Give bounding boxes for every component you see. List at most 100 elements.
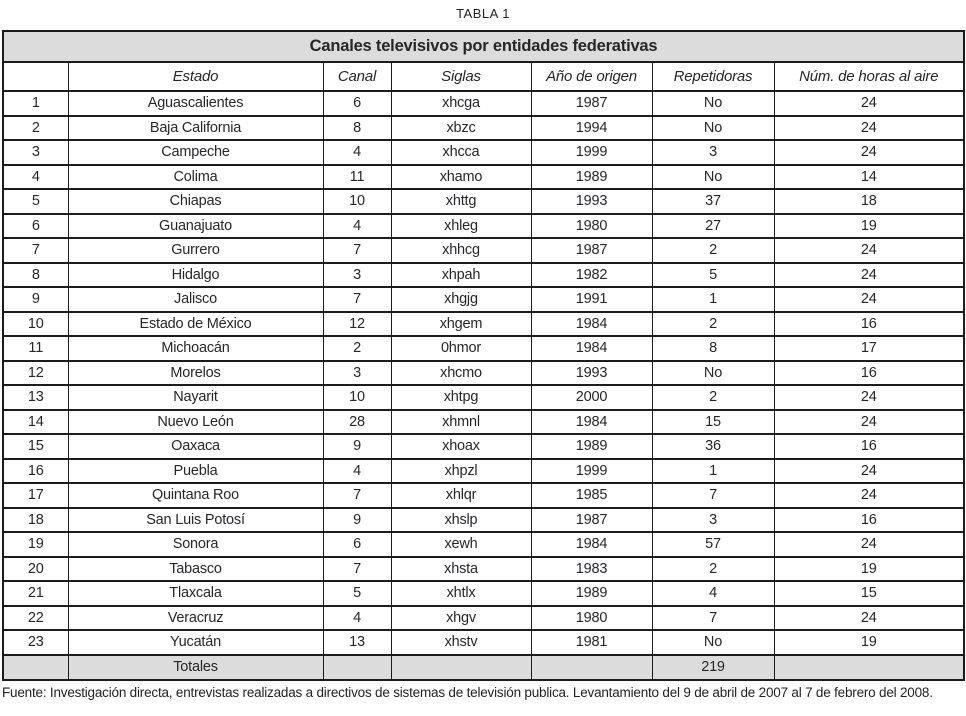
table-cell: xhoax xyxy=(390,433,532,460)
table-cell: 2000 xyxy=(530,384,653,411)
table-cell: xhgem xyxy=(390,310,532,337)
table-cell: 10 xyxy=(2,310,69,337)
table-cell: Nayarit xyxy=(67,384,324,411)
table-cell: Sonora xyxy=(67,531,324,558)
table-cell: 3 xyxy=(651,506,775,533)
table-row: 22 Veracruz 4 xhgv 1980 7 24 xyxy=(2,604,965,631)
table-cell: 1980 xyxy=(530,212,653,239)
table-cell: xhtlx xyxy=(390,580,532,607)
table-row: 18 San Luis Potosí 9 xhslp 1987 3 16 xyxy=(2,506,965,533)
table-cell: xewh xyxy=(390,531,532,558)
table-cell: 16 xyxy=(773,359,965,386)
table-cell xyxy=(322,653,392,681)
table-cell: 36 xyxy=(651,433,775,460)
table-cell: Hidalgo xyxy=(67,261,324,288)
table-cell: 3 xyxy=(651,139,775,166)
table-cell: 9 xyxy=(322,506,392,533)
table-cell: 23 xyxy=(2,629,69,656)
table-cell: 1984 xyxy=(530,310,653,337)
table-cell: 5 xyxy=(2,188,69,215)
table-row: 2 Baja California 8 xbzc 1994 No 24 xyxy=(2,114,965,141)
column-header-anio: Año de origen xyxy=(530,61,653,92)
table-cell: xhmnl xyxy=(390,408,532,435)
table-cell: 15 xyxy=(651,408,775,435)
table-cell: 7 xyxy=(322,482,392,509)
table-cell: 15 xyxy=(773,580,965,607)
table-cell: Campeche xyxy=(67,139,324,166)
table-cell: 1987 xyxy=(530,506,653,533)
table-cell: Veracruz xyxy=(67,604,324,631)
table-cell: 19 xyxy=(773,555,965,582)
table-cell: 1987 xyxy=(530,90,653,117)
table-title-row: Canales televisivos por entidades federa… xyxy=(2,30,965,63)
table-row: 21 Tlaxcala 5 xhtlx 1989 4 15 xyxy=(2,580,965,607)
table-cell: 16 xyxy=(773,506,965,533)
table-cell: 20 xyxy=(2,555,69,582)
table-cell: 1 xyxy=(651,286,775,313)
table-row: 19 Sonora 6 xewh 1984 57 24 xyxy=(2,531,965,558)
column-header-estado: Estado xyxy=(67,61,324,92)
totals-label: Totales xyxy=(67,653,324,681)
table-cell: 16 xyxy=(2,457,69,484)
table-cell xyxy=(773,653,965,681)
table-cell: 1987 xyxy=(530,237,653,264)
table-cell: 1999 xyxy=(530,457,653,484)
table-cell: 1989 xyxy=(530,433,653,460)
table-cell xyxy=(530,653,653,681)
table-cell: Morelos xyxy=(67,359,324,386)
table-row: 5 Chiapas 10 xhttg 1993 37 18 xyxy=(2,188,965,215)
table-cell: 8 xyxy=(2,261,69,288)
table-cell: 6 xyxy=(2,212,69,239)
table-cell: 8 xyxy=(651,335,775,362)
table-cell: 19 xyxy=(773,629,965,656)
table-cell: 4 xyxy=(322,212,392,239)
table-cell: No xyxy=(651,114,775,141)
table-cell: xhttg xyxy=(390,188,532,215)
table-cell: 24 xyxy=(773,139,965,166)
table-cell xyxy=(390,653,532,681)
table-cell: San Luis Potosí xyxy=(67,506,324,533)
table-cell: 24 xyxy=(773,408,965,435)
table-cell: 12 xyxy=(2,359,69,386)
table-row: 8 Hidalgo 3 xhpah 1982 5 24 xyxy=(2,261,965,288)
table-cell: 1993 xyxy=(530,359,653,386)
table-cell: 13 xyxy=(2,384,69,411)
table-cell: 7 xyxy=(2,237,69,264)
table-cell: xhcca xyxy=(390,139,532,166)
table-cell: Oaxaca xyxy=(67,433,324,460)
table-cell: 24 xyxy=(773,604,965,631)
table-cell: 17 xyxy=(2,482,69,509)
table-cell: 1984 xyxy=(530,335,653,362)
table-cell: xhsta xyxy=(390,555,532,582)
table-cell: 24 xyxy=(773,114,965,141)
table-cell: 16 xyxy=(773,433,965,460)
table-cell: 15 xyxy=(2,433,69,460)
table-header-row: Estado Canal Siglas Año de origen Repeti… xyxy=(2,61,965,92)
table-cell: 4 xyxy=(322,139,392,166)
table-cell: 7 xyxy=(322,286,392,313)
table-cell: Estado de México xyxy=(67,310,324,337)
column-header-canal: Canal xyxy=(322,61,392,92)
table-row: 11 Michoacán 2 0hmor 1984 8 17 xyxy=(2,335,965,362)
table-cell: xhgjg xyxy=(390,286,532,313)
table-cell: 4 xyxy=(322,457,392,484)
table-cell: 18 xyxy=(773,188,965,215)
table-cell: 2 xyxy=(2,114,69,141)
table-cell: 57 xyxy=(651,531,775,558)
table-cell: No xyxy=(651,163,775,190)
table-row: 3 Campeche 4 xhcca 1999 3 24 xyxy=(2,139,965,166)
table-cell: 24 xyxy=(773,384,965,411)
table-cell: Quintana Roo xyxy=(67,482,324,509)
table-cell: xhgv xyxy=(390,604,532,631)
table-cell: 11 xyxy=(322,163,392,190)
table-cell: 18 xyxy=(2,506,69,533)
tv-channels-table: Canales televisivos por entidades federa… xyxy=(2,30,966,681)
table-cell: 21 xyxy=(2,580,69,607)
table-row: 13 Nayarit 10 xhtpg 2000 2 24 xyxy=(2,384,965,411)
table-cell: 0hmor xyxy=(390,335,532,362)
table-cell: 4 xyxy=(651,580,775,607)
table-row: 15 Oaxaca 9 xhoax 1989 36 16 xyxy=(2,433,965,460)
table-title: Canales televisivos por entidades federa… xyxy=(2,30,965,63)
table-cell: 28 xyxy=(322,408,392,435)
table-row: 14 Nuevo León 28 xhmnl 1984 15 24 xyxy=(2,408,965,435)
